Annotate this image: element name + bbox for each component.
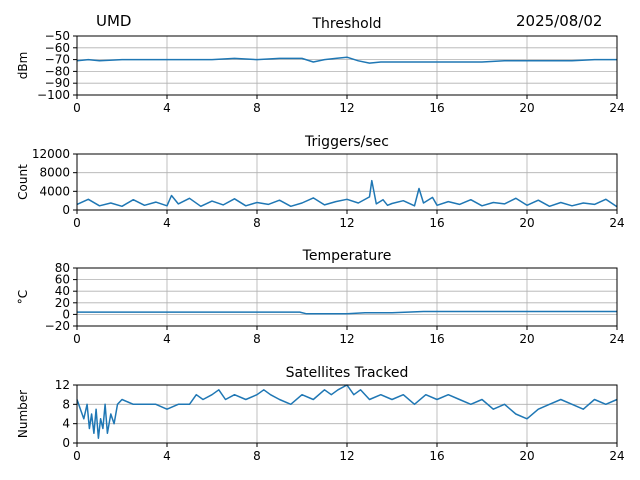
date-label: 2025/08/02	[516, 12, 603, 30]
x-tick-label: 16	[429, 332, 444, 346]
y-tick-label: −20	[45, 319, 70, 333]
x-tick-label: 12	[339, 332, 354, 346]
y-tick-label: −80	[45, 64, 70, 78]
y-tick-label: 12	[55, 378, 70, 392]
x-tick-label: 4	[163, 449, 171, 463]
chart-title: Threshold	[312, 16, 382, 32]
y-tick-label: 20	[55, 296, 70, 310]
y-tick-label: −50	[45, 29, 70, 43]
y-tick-label: 8	[62, 397, 70, 411]
x-tick-label: 12	[339, 449, 354, 463]
x-tick-label: 8	[253, 216, 261, 230]
y-tick-label: 4	[62, 417, 70, 431]
x-tick-label: 24	[609, 101, 624, 115]
y-axis-label: dBm	[16, 52, 30, 80]
y-axis-label: °C	[16, 290, 30, 304]
x-tick-label: 16	[429, 101, 444, 115]
x-tick-label: 4	[163, 101, 171, 115]
y-tick-label: −70	[45, 53, 70, 67]
x-tick-label: 0	[73, 101, 81, 115]
chart-title: Satellites Tracked	[286, 365, 409, 381]
x-tick-label: 20	[519, 332, 534, 346]
x-tick-label: 8	[253, 449, 261, 463]
x-tick-label: 20	[519, 216, 534, 230]
site-label: UMD	[96, 12, 132, 30]
y-tick-label: −90	[45, 76, 70, 90]
x-tick-label: 12	[339, 101, 354, 115]
y-tick-label: −100	[37, 88, 70, 102]
chart-title: Temperature	[302, 248, 392, 264]
y-tick-label: 0	[62, 307, 70, 321]
x-tick-label: 0	[73, 332, 81, 346]
x-tick-label: 0	[73, 216, 81, 230]
series-line	[76, 179, 618, 208]
x-tick-label: 24	[609, 216, 624, 230]
y-tick-label: 60	[55, 273, 70, 287]
chart-panel-1: 0 4 8 12 16 20 24 −100−90−80−70−60−50 Threshold d…	[16, 16, 625, 115]
chart-panel-4: 0 4 8 12 16 20 24 0 4 8 12 Satellites Tracked Number	[16, 365, 625, 463]
y-tick-label: 4000	[39, 184, 70, 198]
y-tick-label: 80	[55, 261, 70, 275]
x-tick-label: 24	[609, 332, 624, 346]
x-tick-label: 8	[253, 101, 261, 115]
x-tick-label: 4	[163, 216, 171, 230]
y-tick-label: 8000	[39, 166, 70, 180]
x-tick-label: 20	[519, 449, 534, 463]
x-tick-label: 12	[339, 216, 354, 230]
y-tick-label: −60	[45, 41, 70, 55]
x-tick-label: 8	[253, 332, 261, 346]
x-tick-label: 16	[429, 449, 444, 463]
x-tick-label: 0	[73, 449, 81, 463]
y-tick-label: 0	[62, 203, 70, 217]
x-tick-label: 24	[609, 449, 624, 463]
y-axis-label: Count	[16, 164, 30, 200]
chart-panel-2: 0 4 8 12 16 20 24 0 4000 8000 12000 Triggers/sec Cou…	[16, 134, 625, 230]
series-line	[77, 310, 617, 315]
series-line	[76, 384, 618, 439]
x-tick-label: 20	[519, 101, 534, 115]
y-tick-label: 0	[62, 436, 70, 450]
x-tick-label: 4	[163, 332, 171, 346]
x-tick-label: 16	[429, 216, 444, 230]
series-line	[76, 56, 617, 64]
y-tick-label: 12000	[32, 147, 70, 161]
y-tick-label: 40	[55, 284, 70, 298]
y-axis-label: Number	[16, 390, 30, 438]
chart-title: Triggers/sec	[304, 134, 389, 150]
